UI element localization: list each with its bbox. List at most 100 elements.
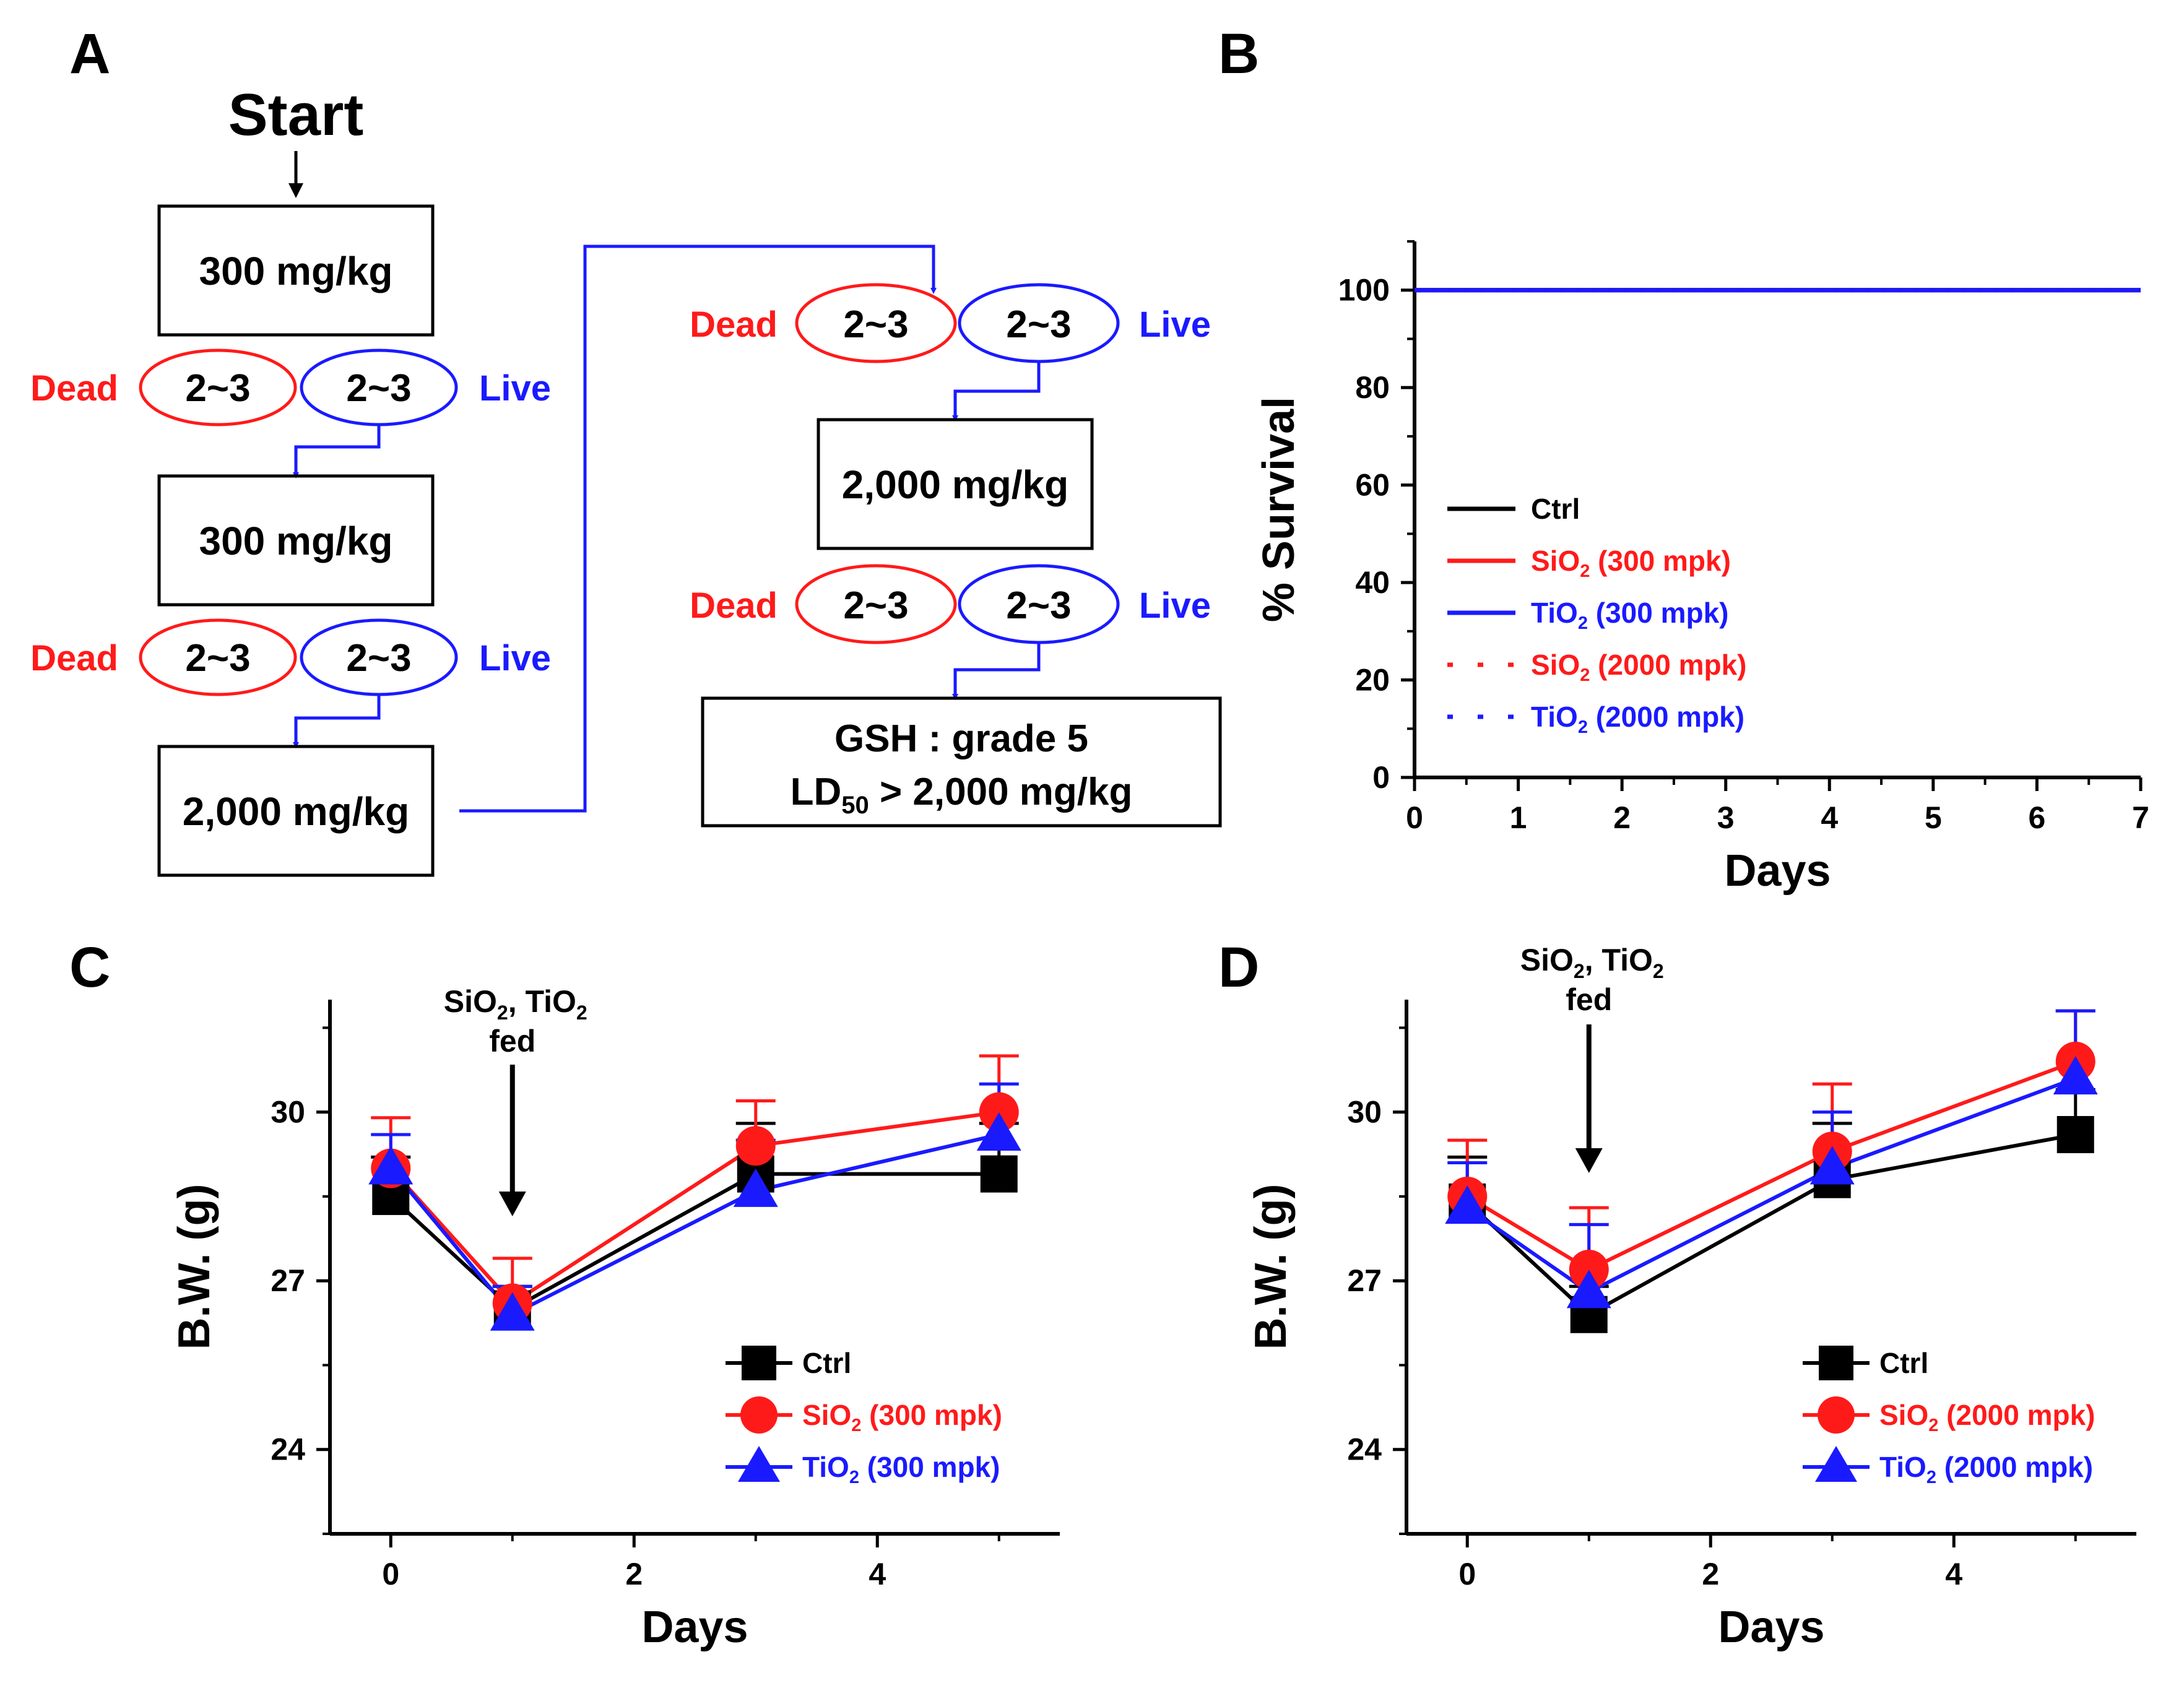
dead-ellipse-1 bbox=[139, 348, 297, 426]
flow-connector-1 bbox=[293, 425, 381, 478]
chart-b-x-tick-label: 5 bbox=[1925, 800, 1942, 835]
panel-label-d: D bbox=[1218, 936, 1259, 999]
chart-d-legend-label-sub: 2 bbox=[1928, 1416, 1938, 1435]
chart-b-y-tick-label: 20 bbox=[1355, 663, 1390, 698]
dead-label-4: Dead bbox=[690, 586, 778, 626]
live-label-3: Live bbox=[1139, 305, 1211, 345]
chart-c-marker-circle bbox=[979, 1092, 1019, 1132]
chart-c-annotation-sub2: 2 bbox=[576, 1002, 587, 1024]
chart-c-legend-label: Ctrl bbox=[802, 1347, 851, 1379]
chart-d-x-axis-label: Days bbox=[1718, 1603, 1824, 1652]
chart-c-marker-triangle bbox=[490, 1292, 535, 1331]
chart-b-y-axis-label: % Survival bbox=[1254, 397, 1304, 622]
dose-box-3-label: 2,000 mg/kg bbox=[183, 789, 409, 834]
chart-c-marker-triangle bbox=[976, 1112, 1021, 1151]
chart-b-x-tick-label: 6 bbox=[2029, 800, 2046, 835]
chart-b-legend-label: TiO2 (300 mpk) bbox=[1531, 597, 1729, 633]
chart-c-legend-label-main: SiO bbox=[802, 1399, 851, 1431]
chart-c-annotation-arrow-head bbox=[498, 1192, 526, 1216]
dead-range-2: 2~3 bbox=[185, 637, 250, 680]
chart-b-legend-label: TiO2 (2000 mpk) bbox=[1531, 701, 1744, 737]
chart-d-y-tick-label: 27 bbox=[1347, 1263, 1382, 1298]
chart-b-legend-label-main: Ctrl bbox=[1531, 493, 1580, 525]
chart-d-marker-triangle bbox=[1445, 1185, 1490, 1224]
chart-b-legend-label: SiO2 (300 mpk) bbox=[1531, 545, 1731, 581]
chart-c-legend-label: TiO2 (300 mpk) bbox=[802, 1451, 1000, 1487]
chart-d-legend-label: SiO2 (2000 mpk) bbox=[1879, 1399, 2095, 1435]
dose-box-4 bbox=[817, 418, 1094, 550]
chart-c-legend-label-tail: (300 mpk) bbox=[861, 1399, 1002, 1431]
chart-d-annotation-line2: fed bbox=[1566, 982, 1612, 1017]
dose-box-1 bbox=[157, 204, 435, 337]
chart-b-y-tick-label: 60 bbox=[1355, 468, 1390, 503]
panel-b-survival-chart: 0 1 2 3 4 5 6 7 0 20 40 60 80 100 Days % Survival Ctrl Si… bbox=[1254, 240, 2149, 896]
panel-label-a: A bbox=[69, 22, 110, 85]
chart-c-y-tick-label: 30 bbox=[271, 1095, 305, 1130]
chart-c-legend-marker bbox=[742, 1346, 776, 1380]
chart-d-annotation-sio: SiO bbox=[1520, 943, 1574, 977]
chart-d-x-tick-label: 0 bbox=[1458, 1557, 1476, 1591]
chart-d-annotation-arrow-head bbox=[1575, 1148, 1603, 1173]
chart-c-marker-circle bbox=[735, 1126, 776, 1166]
chart-d-legend-marker bbox=[1818, 1396, 1855, 1434]
chart-c-legend-label-sub: 2 bbox=[849, 1468, 859, 1487]
result-ld-prefix: LD bbox=[791, 771, 842, 813]
dose-box-4-label: 2,000 mg/kg bbox=[842, 462, 1068, 507]
panel-label-b: B bbox=[1218, 22, 1259, 85]
result-line-1: GSH : grade 5 bbox=[834, 717, 1088, 760]
flow-connector-long bbox=[459, 244, 937, 813]
result-line-2: LD50 > 2,000 mg/kg bbox=[791, 771, 1133, 819]
chart-b-legend-label-sub: 2 bbox=[1580, 665, 1590, 685]
flow-connector-4 bbox=[952, 642, 1041, 700]
chart-b-legend-label: Ctrl bbox=[1531, 493, 1580, 525]
chart-b-x-tick-label: 7 bbox=[2132, 800, 2149, 835]
dead-label-1: Dead bbox=[30, 368, 118, 409]
chart-c-series-line-1 bbox=[389, 1110, 1000, 1306]
chart-b-x-axis-label: Days bbox=[1724, 846, 1831, 896]
chart-b-x-tick-label: 1 bbox=[1510, 800, 1527, 835]
chart-d-y-axis-label: B.W. (g) bbox=[1246, 1184, 1296, 1350]
live-label-2: Live bbox=[479, 638, 551, 678]
chart-c-legend-marker bbox=[738, 1446, 780, 1482]
chart-d-annotation-sub2: 2 bbox=[1653, 960, 1664, 982]
chart-d-series-line-1 bbox=[1466, 1060, 2076, 1272]
chart-c-annotation-sio: SiO bbox=[444, 984, 497, 1019]
live-range-1: 2~3 bbox=[346, 367, 411, 410]
chart-b-legend-label-sub: 2 bbox=[1578, 717, 1588, 737]
live-range-2: 2~3 bbox=[346, 637, 411, 680]
chart-d-x-tick-label: 4 bbox=[1945, 1557, 1962, 1591]
live-label-1: Live bbox=[479, 368, 551, 409]
chart-d-y-tick-label: 30 bbox=[1347, 1095, 1382, 1130]
chart-c-annotation-tio: , TiO bbox=[508, 984, 576, 1019]
chart-c-series-line-2 bbox=[389, 1133, 1000, 1317]
chart-d-annotation-tio: , TiO bbox=[1585, 943, 1653, 977]
chart-b-y-tick-label: 40 bbox=[1355, 565, 1390, 600]
dead-ellipse-3 bbox=[795, 283, 957, 363]
start-label: Start bbox=[228, 82, 364, 148]
dose-box-2 bbox=[157, 474, 435, 607]
chart-c-annotation-sub1: 2 bbox=[497, 1002, 508, 1024]
chart-c-annotation-line1: SiO2, TiO2 bbox=[444, 984, 587, 1024]
flow-connector-3 bbox=[952, 361, 1041, 422]
chart-b-legend-label-main: TiO bbox=[1531, 701, 1578, 733]
chart-d-y-tick-label: 24 bbox=[1347, 1432, 1382, 1467]
chart-b-legend-label-tail: (300 mpk) bbox=[1590, 545, 1731, 577]
chart-c-legend-label-tail: (300 mpk) bbox=[859, 1451, 1000, 1483]
dead-range-3: 2~3 bbox=[843, 303, 908, 346]
chart-b-x-tick-label: 4 bbox=[1821, 800, 1838, 835]
chart-d-series-line-2 bbox=[1466, 1076, 2076, 1294]
dead-range-4: 2~3 bbox=[843, 584, 908, 627]
chart-c-legend-label-main: Ctrl bbox=[802, 1347, 851, 1379]
chart-b-legend-label-sub: 2 bbox=[1578, 613, 1588, 633]
chart-b-legend-label-tail: (2000 mpk) bbox=[1588, 701, 1744, 733]
chart-b-legend-label-main: SiO bbox=[1531, 545, 1580, 577]
chart-d-legend-label-main: TiO bbox=[1879, 1451, 1926, 1483]
chart-b-legend-label-tail: (300 mpk) bbox=[1588, 597, 1729, 629]
result-ld-suffix: > 2,000 mg/kg bbox=[869, 771, 1133, 813]
chart-d-x-tick-label: 2 bbox=[1702, 1557, 1719, 1591]
chart-d-marker-triangle bbox=[1809, 1146, 1855, 1185]
chart-b-legend-label-main: TiO bbox=[1531, 597, 1578, 629]
chart-c-y-tick-label: 27 bbox=[271, 1263, 305, 1298]
live-label-4: Live bbox=[1139, 586, 1211, 626]
